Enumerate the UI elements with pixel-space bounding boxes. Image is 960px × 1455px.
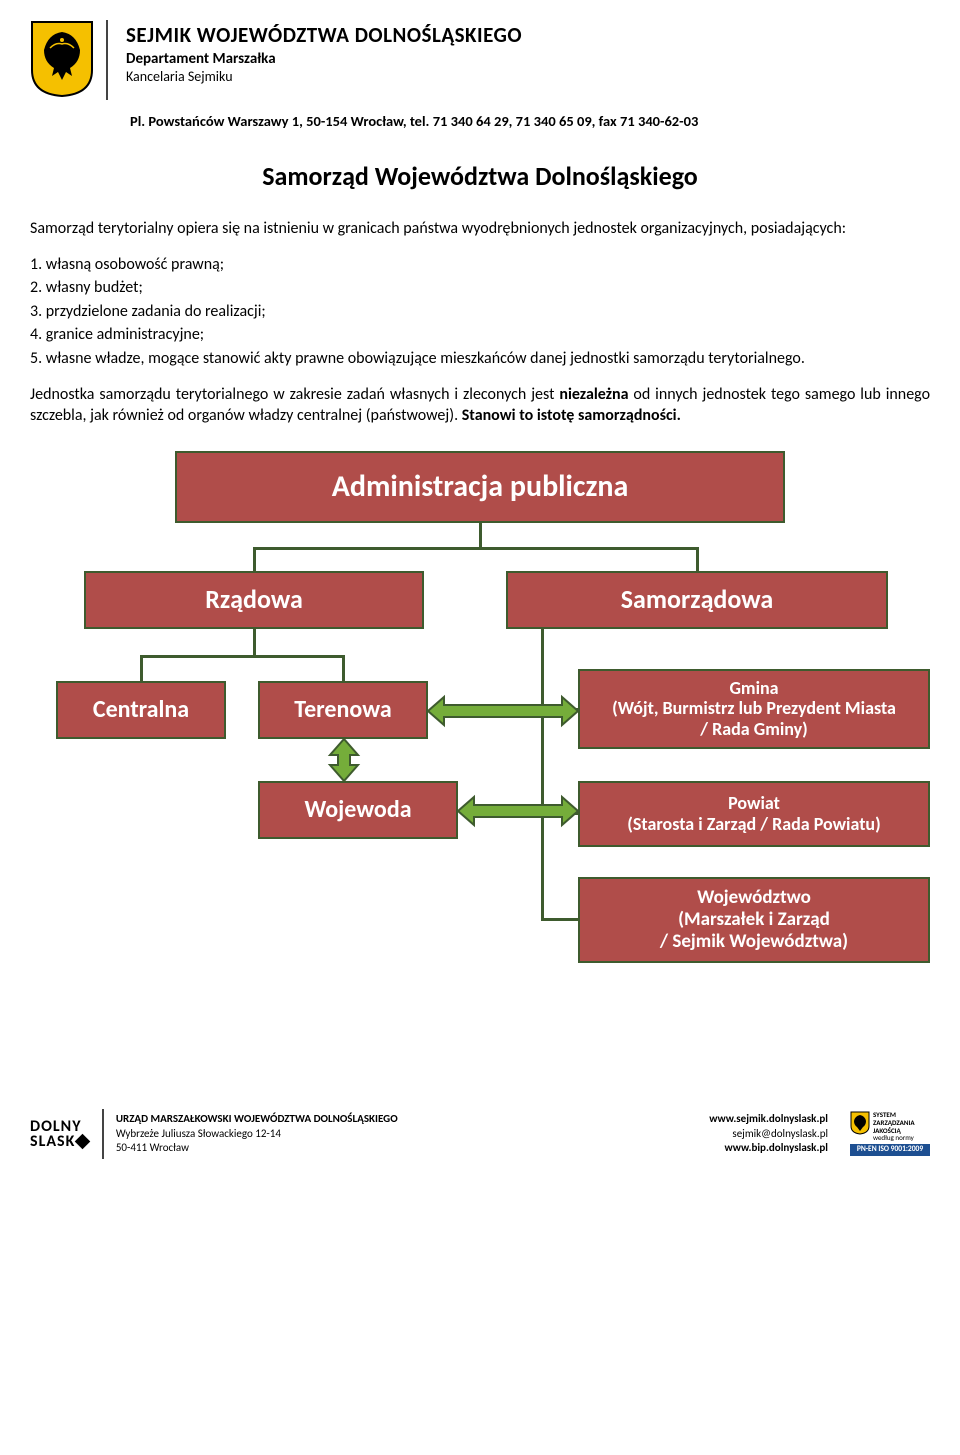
- department: Departament Marszałka: [126, 50, 522, 68]
- connector-line: [541, 629, 544, 921]
- region-logo: DOLNY SLASK: [30, 1119, 90, 1149]
- numbered-list: 1. własną osobowość prawną; 2. własny bu…: [30, 254, 930, 370]
- org-title: SEJMIK WOJEWÓDZTWA DOLNOŚLĄSKIEGO: [126, 22, 522, 48]
- address-line: Pl. Powstańców Warszawy 1, 50-154 Wrocła…: [130, 112, 930, 130]
- document-title: Samorząd Województwa Dolnośląskiego: [30, 160, 930, 192]
- connector-line: [253, 547, 256, 571]
- iso-shield-icon: [850, 1111, 870, 1135]
- paragraph-2: Jednostka samorządu terytorialnego w zak…: [30, 384, 930, 427]
- chart-node-cent: Centralna: [56, 681, 226, 739]
- double-arrow-icon: [428, 693, 578, 729]
- footer-links: www.sejmik.dolnyslask.pl sejmik@dolnysla…: [709, 1112, 828, 1155]
- connector-line: [140, 655, 143, 681]
- iso-badge: SYSTEM ZARZĄDZANIA JAKOŚCIĄ według normy…: [850, 1111, 930, 1156]
- double-arrow-icon: [458, 793, 578, 829]
- connector-line: [253, 629, 256, 655]
- chart-node-gmina: Gmina (Wójt, Burmistrz lub Prezydent Mia…: [578, 669, 930, 749]
- connector-line: [342, 655, 345, 681]
- chart-node-admin: Administracja publiczna: [175, 451, 785, 523]
- list-item: 2. własny budżet;: [30, 277, 930, 299]
- chart-node-powiat: Powiat (Starosta i Zarząd / Rada Powiatu…: [578, 781, 930, 847]
- connector-line: [479, 523, 482, 547]
- body-text: Samorząd terytorialny opiera się na istn…: [30, 218, 930, 427]
- list-item: 1. własną osobowość prawną;: [30, 254, 930, 276]
- office-name: Kancelaria Sejmiku: [126, 68, 522, 85]
- connector-line: [542, 918, 578, 921]
- chart-node-rzad: Rządowa: [84, 571, 424, 629]
- coat-of-arms-icon: [30, 20, 94, 98]
- chart-node-wojew: Wojewoda: [258, 781, 458, 839]
- connector-line: [141, 655, 343, 658]
- connector-line: [696, 547, 699, 571]
- footer-office-address: URZĄD MARSZAŁKOWSKI WOJEWÓDZTWA DOLNOŚLĄ…: [116, 1112, 697, 1155]
- chart-node-woj: Województwo (Marszałek i Zarząd / Sejmik…: [578, 877, 930, 963]
- list-item: 5. własne władze, mogące stanowić akty p…: [30, 348, 930, 370]
- connector-line: [254, 547, 697, 550]
- chart-node-samo: Samorządowa: [506, 571, 888, 629]
- list-item: 3. przydzielone zadania do realizacji;: [30, 301, 930, 323]
- intro-paragraph: Samorząd terytorialny opiera się na istn…: [30, 218, 930, 240]
- letterhead: SEJMIK WOJEWÓDZTWA DOLNOŚLĄSKIEGO Depart…: [30, 20, 930, 100]
- double-arrow-icon: [326, 739, 362, 781]
- chart-node-teren: Terenowa: [258, 681, 428, 739]
- footer-divider: [102, 1109, 104, 1159]
- header-divider: [106, 20, 108, 100]
- footer: DOLNY SLASK URZĄD MARSZAŁKOWSKI WOJEWÓDZ…: [0, 1101, 960, 1179]
- org-chart: Administracja publiczna Rządowa Samorządow…: [30, 451, 930, 1051]
- list-item: 4. granice administracyjne;: [30, 324, 930, 346]
